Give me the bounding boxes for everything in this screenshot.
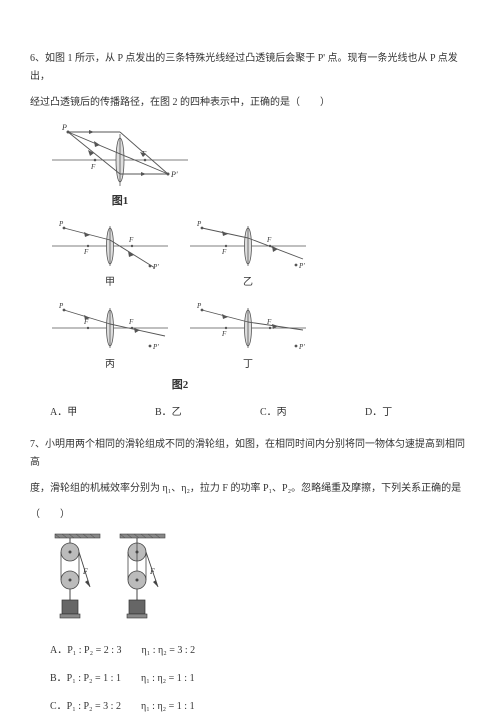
q6-figure2: F F P P' 甲 F F P P': [50, 218, 470, 396]
q6-opt-A: A．甲: [50, 404, 155, 422]
svg-text:P': P': [298, 343, 305, 351]
q7-figure: F F: [50, 532, 470, 632]
lens-fig1-svg: F F P P': [50, 120, 190, 190]
lens-quad: F F P P' 甲 F F P P': [50, 218, 310, 374]
pulley-left-svg: F: [50, 532, 105, 632]
label-ding: 丁: [188, 356, 308, 374]
q7-line3: （ ）: [30, 506, 470, 524]
svg-text:P: P: [196, 302, 202, 310]
cell-bing: F F P P' 丙: [50, 300, 170, 374]
svg-text:P: P: [196, 220, 202, 228]
pulley-right-svg: F: [115, 532, 170, 632]
label-bing: 丙: [50, 356, 170, 374]
svg-text:F: F: [266, 236, 272, 244]
svg-text:P: P: [58, 220, 64, 228]
q7-number: 7、: [30, 439, 45, 450]
fig2-label: 图2: [50, 376, 310, 396]
svg-text:F: F: [83, 248, 89, 256]
q7-line2: 度，滑轮组的机械效率分别为 η₁、η₂，拉力 F 的功率 P₁、P₂。忽略绳重及…: [30, 480, 470, 498]
cell-jia: F F P P' 甲: [50, 218, 170, 292]
q7-opt-B: B．P₁ : P₂ = 1 : 1 η₁ : η₂ = 1 : 1: [50, 670, 470, 688]
q6-opt-B: B．乙: [155, 404, 260, 422]
cell-ding: F F P P' 丁: [188, 300, 308, 374]
q6-text: 6、如图 1 所示，从 P 点发出的三条特殊光线经过凸透镜后会聚于 P' 点。现…: [30, 50, 470, 86]
svg-text:F: F: [221, 248, 227, 256]
label-yi: 乙: [188, 274, 308, 292]
q7-text: 7、小明用两个相同的滑轮组成不同的滑轮组，如图，在相同时间内分别将同一物体匀速提…: [30, 436, 470, 472]
q6-line1: 如图 1 所示，从 P 点发出的三条特殊光线经过凸透镜后会聚于 P' 点。现有一…: [30, 53, 458, 82]
q6-opt-C: C．丙: [260, 404, 365, 422]
q7-line1: 小明用两个相同的滑轮组成不同的滑轮组，如图，在相同时间内分别将同一物体匀速提高到…: [30, 439, 465, 468]
svg-text:P': P': [152, 343, 159, 351]
svg-text:F: F: [128, 318, 134, 326]
svg-text:F: F: [90, 163, 96, 171]
q6-line2: 经过凸透镜后的传播路径，在图 2 的四种表示中，正确的是（ ）: [30, 94, 470, 112]
q7-opt-A: A．P₁ : P₂ = 2 : 3 η₁ : η₂ = 3 : 2: [50, 642, 470, 660]
svg-text:P': P': [170, 170, 178, 179]
svg-text:P: P: [58, 302, 64, 310]
svg-text:F: F: [221, 330, 227, 338]
f-label-1: F: [82, 567, 88, 576]
svg-text:F: F: [128, 236, 134, 244]
label-jia: 甲: [50, 274, 170, 292]
cell-yi: F F P P' 乙: [188, 218, 308, 292]
q6-figure1: F F P P' 图1: [50, 120, 470, 212]
q6-number: 6、: [30, 53, 45, 64]
q7-options: A．P₁ : P₂ = 2 : 3 η₁ : η₂ = 3 : 2 B．P₁ :…: [50, 642, 470, 716]
svg-text:P: P: [61, 123, 67, 132]
f-label-2: F: [149, 567, 155, 576]
svg-text:P': P': [298, 262, 305, 270]
fig1-label: 图1: [50, 192, 190, 212]
q6-options: A．甲 B．乙 C．丙 D．丁: [50, 404, 470, 422]
q6-opt-D: D．丁: [365, 404, 470, 422]
